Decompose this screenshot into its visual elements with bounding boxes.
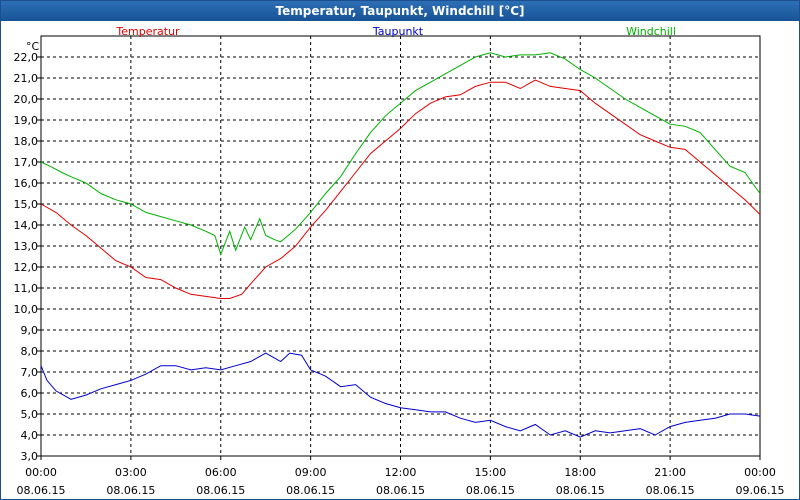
y-tick-label: 4,0 bbox=[21, 429, 39, 442]
y-tick-label: 20,0 bbox=[14, 93, 39, 106]
y-tick-label: 12,0 bbox=[14, 261, 39, 274]
x-tick-time-label: 18:00 bbox=[564, 466, 596, 479]
x-tick-date-label: 08.06.15 bbox=[556, 484, 605, 497]
y-tick-label: 10,0 bbox=[14, 303, 39, 316]
series-line-taupunkt bbox=[40, 352, 761, 438]
y-tick-label: 18,0 bbox=[14, 135, 39, 148]
window-title: Temperatur, Taupunkt, Windchill [°C] bbox=[1, 1, 799, 21]
y-tick-label: 7,0 bbox=[21, 366, 39, 379]
y-tick-label: 21,0 bbox=[14, 72, 39, 85]
y-tick-label: 9,0 bbox=[21, 324, 39, 337]
x-tick-time-label: 09:00 bbox=[295, 466, 327, 479]
x-tick-date-label: 08.06.15 bbox=[646, 484, 695, 497]
y-axis-unit-label: °C bbox=[26, 40, 40, 53]
x-tick-date-label: 08.06.15 bbox=[17, 484, 66, 497]
x-tick-date-label: 09.06.15 bbox=[736, 484, 785, 497]
y-tick-label: 6,0 bbox=[21, 387, 39, 400]
legend-label-windchill: Windchill bbox=[626, 25, 676, 38]
x-tick-time-label: 00:00 bbox=[744, 466, 776, 479]
x-tick-date-label: 08.06.15 bbox=[286, 484, 335, 497]
y-tick-label: 11,0 bbox=[14, 282, 39, 295]
y-tick-label: 19,0 bbox=[14, 114, 39, 127]
x-tick-time-label: 12:00 bbox=[385, 466, 417, 479]
x-tick-time-label: 15:00 bbox=[475, 466, 507, 479]
legend-label-taupunkt: Taupunkt bbox=[372, 25, 424, 38]
x-tick-date-label: 08.06.15 bbox=[376, 484, 425, 497]
y-tick-label: 17,0 bbox=[14, 156, 39, 169]
x-tick-time-label: 03:00 bbox=[115, 466, 147, 479]
series-line-windchill bbox=[40, 52, 761, 256]
x-tick-date-label: 08.06.15 bbox=[106, 484, 155, 497]
y-tick-label: 8,0 bbox=[21, 345, 39, 358]
x-tick-date-label: 08.06.15 bbox=[466, 484, 515, 497]
x-tick-time-label: 06:00 bbox=[205, 466, 237, 479]
legend-label-temperatur: Temperatur bbox=[115, 25, 180, 38]
x-tick-date-label: 08.06.15 bbox=[196, 484, 245, 497]
y-tick-label: 16,0 bbox=[14, 177, 39, 190]
y-tick-label: 22,0 bbox=[14, 51, 39, 64]
y-tick-label: 13,0 bbox=[14, 240, 39, 253]
y-tick-label: 14,0 bbox=[14, 219, 39, 232]
x-tick-time-label: 00:00 bbox=[25, 466, 57, 479]
y-tick-label: 5,0 bbox=[21, 408, 39, 421]
plot-border bbox=[40, 35, 761, 457]
y-tick-label: 15,0 bbox=[14, 198, 39, 211]
series-line-temperatur bbox=[40, 79, 761, 299]
y-tick-label: 3,0 bbox=[21, 450, 39, 463]
x-tick-time-label: 21:00 bbox=[654, 466, 686, 479]
